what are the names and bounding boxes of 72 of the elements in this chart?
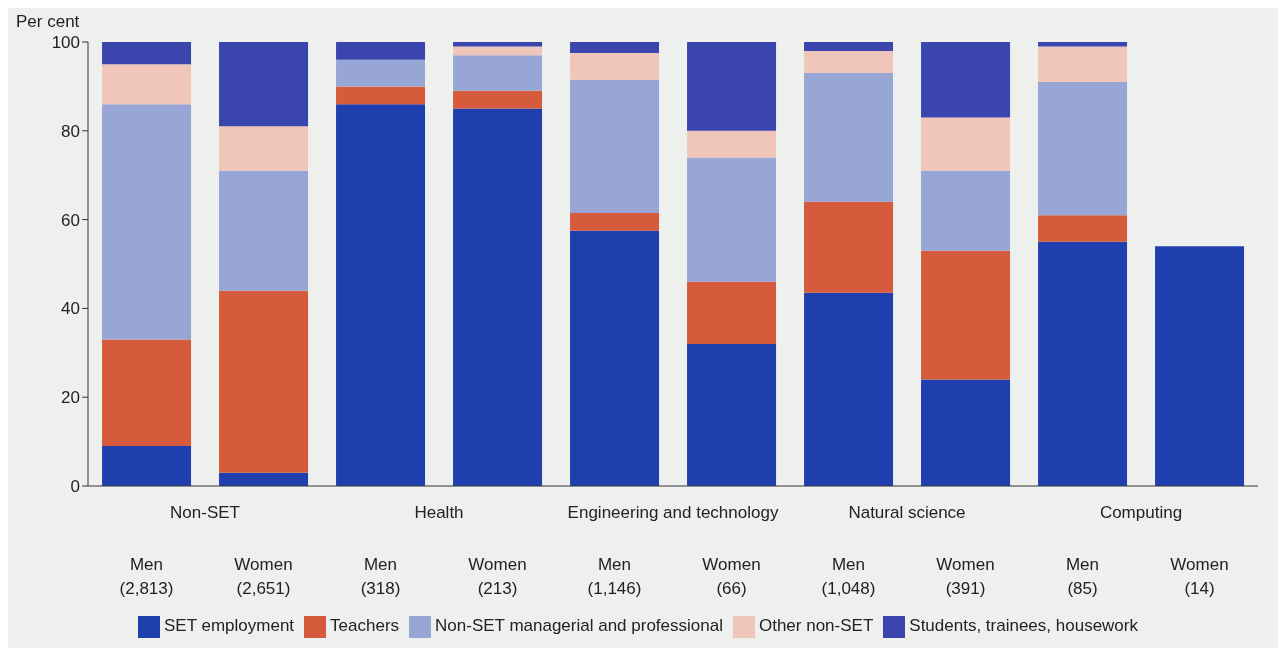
text: Engineering and technology: [567, 503, 779, 522]
bar: [804, 42, 894, 51]
x-tick-label: Men (318): [360, 555, 401, 598]
bar: [336, 42, 426, 60]
y-tick-label: 100: [51, 33, 80, 53]
x-tick-label: Women (66): [702, 555, 761, 598]
bar: [219, 472, 309, 486]
bar: [102, 104, 192, 340]
bar: [453, 108, 543, 486]
y-tick-label: 20: [61, 388, 80, 408]
bar: [102, 446, 192, 486]
bar: [219, 290, 309, 473]
bar: [804, 73, 894, 202]
bar: [921, 379, 1011, 486]
bar: [687, 130, 777, 158]
bar: [453, 55, 543, 91]
bar: [336, 86, 426, 105]
bar: [1038, 215, 1128, 242]
bar: [102, 42, 192, 65]
bar: [1155, 246, 1245, 486]
legend-label: Students, trainees, housework: [909, 616, 1138, 636]
legend-label: Non-SET managerial and professional: [435, 616, 723, 636]
text: Computing: [1099, 503, 1183, 522]
bar: [687, 281, 777, 344]
x-tick-label: Men (85): [1065, 555, 1100, 598]
bar: [219, 126, 309, 171]
bar: [804, 201, 894, 293]
bar: [102, 339, 192, 447]
legend-label: SET employment: [164, 616, 295, 636]
x-tick-label: Men (2,813): [119, 555, 174, 598]
x-tick-label: Men (1,146): [587, 555, 642, 598]
bar: [336, 59, 426, 87]
bar: [570, 212, 660, 231]
bar: [687, 42, 777, 131]
bar: [219, 170, 309, 291]
bar: [1038, 81, 1128, 216]
bar: [336, 104, 426, 486]
bar: [219, 42, 309, 127]
x-tick-label: Women (14): [1170, 555, 1229, 598]
bar: [921, 170, 1011, 251]
bar: [453, 42, 543, 47]
x-tick-label: Women (391): [936, 555, 995, 598]
bar: [1038, 46, 1128, 82]
bar: [921, 117, 1011, 171]
bar: [570, 42, 660, 54]
x-tick-label: Men (1,048): [821, 555, 876, 598]
bar: [804, 50, 894, 74]
bar: [687, 343, 777, 486]
bar: [804, 292, 894, 486]
bar: [1038, 42, 1128, 47]
bar: [453, 46, 543, 56]
bar: [1038, 241, 1128, 486]
bar: [570, 53, 660, 80]
bar: [921, 42, 1011, 118]
legend-label: Other non-SET: [758, 616, 874, 636]
legend-label: Teachers: [330, 616, 400, 636]
text: Natural science: [848, 503, 966, 522]
bar: [921, 250, 1011, 380]
bar: [570, 79, 660, 213]
y-tick-label: 40: [61, 299, 80, 319]
text: Non-SET: [170, 503, 240, 522]
bar: [570, 230, 660, 486]
y-tick-label: 0: [70, 477, 80, 497]
y-axis-title: Per cent: [16, 12, 80, 32]
x-tick-label: Women (213): [468, 555, 527, 598]
bar: [453, 90, 543, 109]
bar: [102, 64, 192, 105]
y-tick-label: 80: [61, 121, 80, 141]
y-tick-label: 60: [61, 210, 80, 230]
x-tick-label: Women (2,651): [234, 555, 293, 598]
text: Health: [414, 503, 464, 522]
bar: [687, 157, 777, 282]
